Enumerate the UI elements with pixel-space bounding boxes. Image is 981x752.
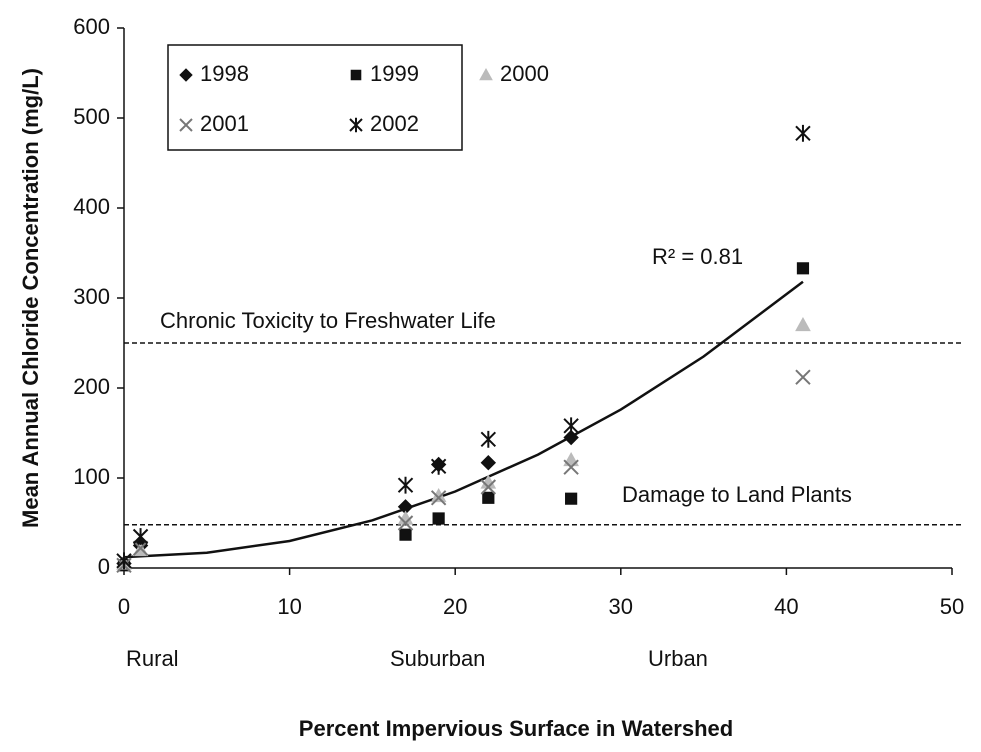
y-tick-label: 400 [73, 194, 110, 219]
y-axis-title: Mean Annual Chloride Concentration (mg/L… [18, 68, 43, 528]
point [482, 491, 495, 504]
point [480, 479, 497, 495]
x-tick-label: 30 [609, 594, 633, 619]
x-tick-label: 10 [277, 594, 301, 619]
point [132, 540, 149, 556]
point [132, 528, 149, 545]
point [116, 552, 132, 570]
reference-label: Damage to Land Plants [622, 482, 852, 507]
point [563, 417, 579, 435]
point [565, 492, 578, 505]
legend-marker [350, 69, 362, 81]
x-tick-label: 40 [774, 594, 798, 619]
point [397, 515, 414, 531]
legend-box [167, 44, 463, 151]
x-tick-label: 50 [940, 594, 964, 619]
legend-marker [179, 118, 193, 132]
zone-label: Suburban [390, 646, 485, 671]
legend-marker [349, 117, 363, 133]
point [430, 457, 447, 475]
y-tick-label: 0 [98, 554, 110, 579]
point [480, 430, 497, 448]
point [399, 528, 412, 541]
y-tick-label: 300 [73, 284, 110, 309]
legend-label: 2001 [200, 111, 249, 136]
legend-label: 2002 [370, 111, 419, 136]
y-tick-label: 600 [73, 14, 110, 39]
reference-label: Chronic Toxicity to Freshwater Life [160, 308, 496, 333]
x-axis-title: Percent Impervious Surface in Watershed [299, 716, 733, 741]
legend-label: 1998 [200, 61, 249, 86]
x-tick-label: 20 [443, 594, 467, 619]
point [480, 454, 497, 471]
point [397, 476, 414, 494]
point [796, 262, 810, 275]
point [563, 429, 579, 446]
point [795, 124, 811, 142]
zone-label: Rural [126, 646, 179, 671]
point [432, 512, 445, 525]
point [795, 316, 811, 332]
x-tick-label: 0 [118, 594, 130, 619]
y-tick-label: 500 [73, 104, 110, 129]
legend-marker [179, 68, 193, 82]
trendline [123, 280, 804, 559]
y-tick-label: 100 [73, 464, 110, 489]
point [430, 490, 447, 506]
zone-label: Urban [648, 646, 708, 671]
legend-label: 2000 [500, 61, 549, 86]
point [563, 459, 579, 475]
trendline-annotation: R² = 0.81 [652, 244, 743, 269]
point [795, 369, 811, 385]
y-tick-label: 200 [73, 374, 110, 399]
legend-label: 1999 [370, 61, 419, 86]
legend-marker [479, 67, 493, 81]
